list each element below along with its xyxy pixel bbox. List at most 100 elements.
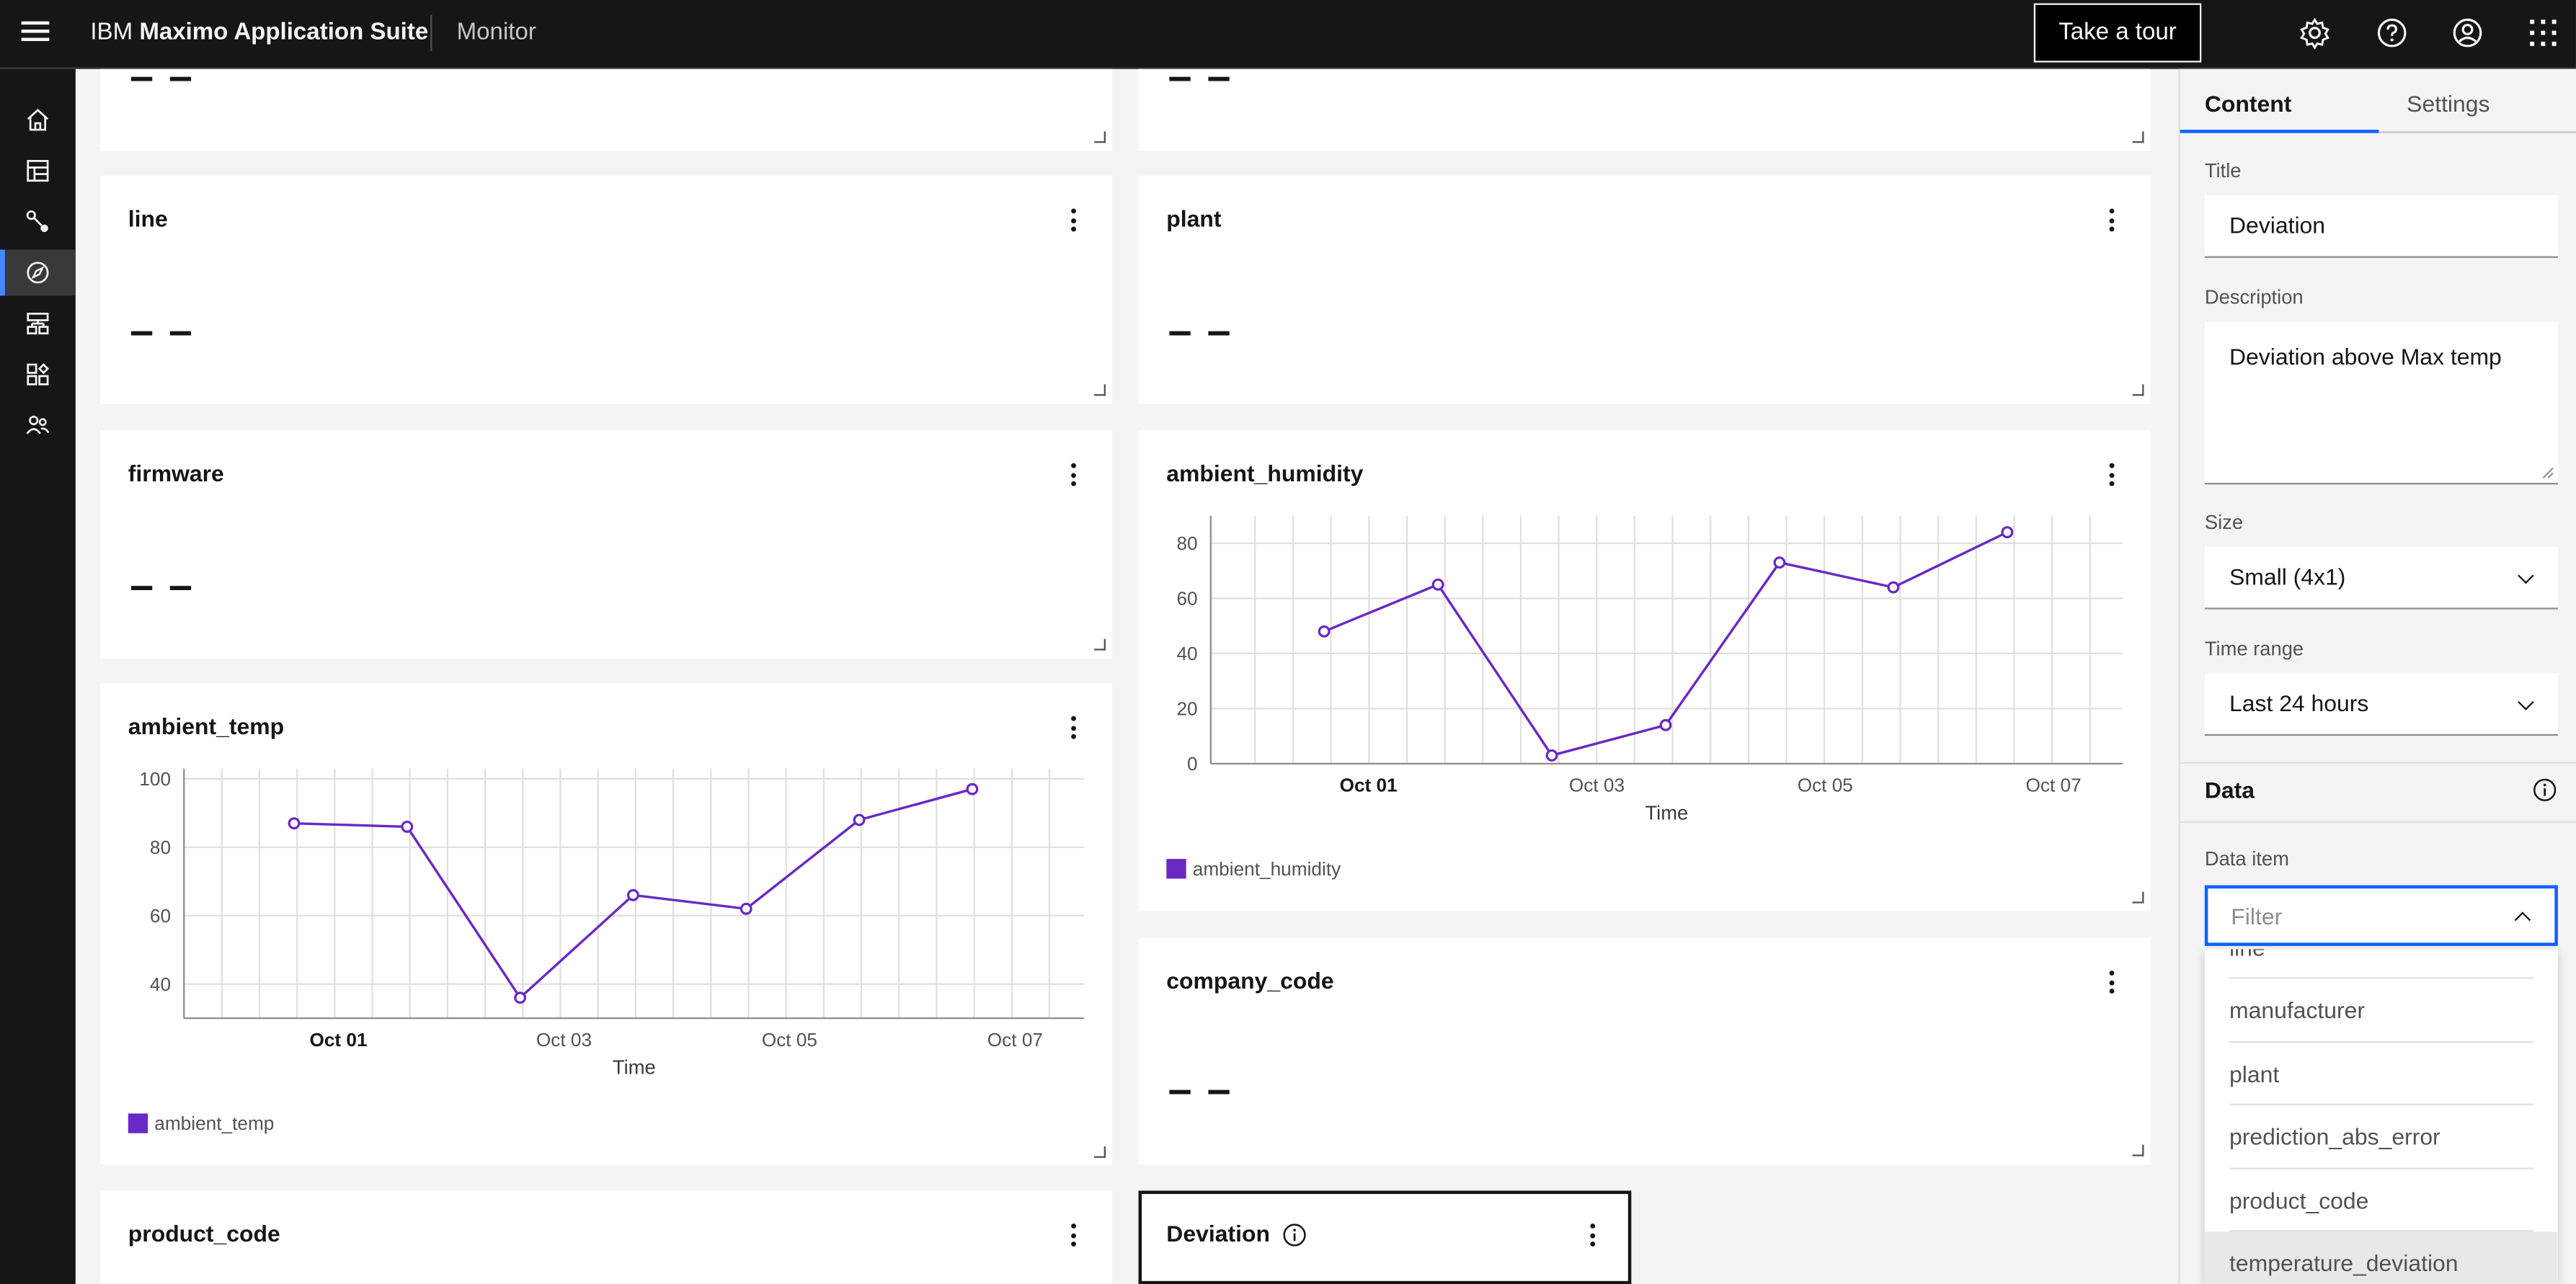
description-textarea[interactable]: Deviation above Max temp [2204,321,2558,485]
resize-handle[interactable] [1094,638,1106,651]
data-item-dropdown-list: line manufacturer plant prediction_abs_e… [2204,949,2558,1284]
card-value: – – [130,305,195,355]
time-range-dropdown[interactable]: Last 24 hours [2204,673,2558,736]
time-range-value: Last 24 hours [2229,690,2369,716]
overflow-menu-icon[interactable] [2098,460,2124,489]
x-axis-title: Time [1645,801,1688,824]
data-point [740,902,752,915]
home-icon[interactable] [0,97,76,143]
tab-settings[interactable]: Settings [2407,90,2490,117]
card-title: firmware [128,460,224,486]
panel-tabs: Content Settings [2180,69,2576,133]
devices-icon[interactable] [0,352,76,398]
card-value: – – [1168,50,1233,101]
data-section-title: Data [2204,777,2255,803]
resize-handle[interactable] [1094,131,1106,143]
card-ambient-humidity[interactable]: ambient_humidity 0 20 40 60 80 Oct 01 Oct 03 Oc… [1138,430,2151,912]
x-tick-label: Oct 05 [762,1029,817,1051]
brand-title[interactable]: IBM Maximo Application Suite [90,18,428,48]
dropdown-option-line[interactable]: line [2205,949,2558,978]
card-ambient-temp[interactable]: ambient_temp 40 60 80 100 Oct 01 Oct 03 Oct 05… [100,683,1113,1165]
card-top-right[interactable]: – – [1138,54,2151,151]
resize-handle[interactable] [1094,1146,1106,1158]
info-icon[interactable] [2531,777,2557,803]
card-company-code[interactable]: company_code – – [1138,937,2151,1165]
data-point [1318,625,1331,638]
product-name: Monitor [456,19,536,46]
overflow-menu-icon[interactable] [1060,1221,1085,1250]
card-value: – – [1168,305,1233,355]
connections-icon[interactable] [0,199,76,245]
overflow-menu-icon[interactable] [2098,968,2124,997]
dropdown-option-temperature-deviation[interactable]: temperature_deviation [2204,1231,2558,1284]
dropdown-option-prediction-abs-error[interactable]: prediction_abs_error [2205,1105,2558,1169]
title-input[interactable]: Deviation [2204,195,2558,258]
resize-handle[interactable] [2132,131,2144,143]
filter-placeholder: Filter [2231,902,2283,929]
description-label: Description [2204,285,2304,309]
data-point [1659,718,1672,731]
card-title: ambient_temp [128,713,285,739]
y-tick-label: 20 [1176,698,1197,720]
overflow-menu-icon[interactable] [1060,713,1085,742]
take-a-tour-button[interactable]: Take a tour [2033,3,2202,63]
overflow-menu-icon[interactable] [1060,205,1085,235]
overflow-menu-icon[interactable] [1578,1221,1604,1250]
chevron-up-icon[interactable] [2514,911,2531,927]
data-point [1887,581,1900,594]
data-point [1773,556,1786,569]
section-divider [2180,821,2576,823]
x-tick-label: Oct 03 [536,1029,592,1051]
data-point [401,820,414,833]
card-title: product_code [128,1220,280,1247]
data-point [514,991,527,1004]
resize-handle[interactable] [1094,384,1106,396]
user-avatar-icon[interactable] [2449,15,2485,51]
dropdown-option-plant[interactable]: plant [2205,1042,2558,1105]
card-top-left[interactable]: – – [100,54,1113,151]
help-icon[interactable] [2374,15,2410,51]
setup-icon[interactable] [0,300,76,347]
card-title: line [128,205,168,232]
settings-icon[interactable] [2296,15,2332,51]
resize-handle[interactable] [2132,1144,2144,1156]
card-title: company_code [1166,967,1334,994]
resize-handle[interactable] [2132,891,2144,904]
size-dropdown[interactable]: Small (4x1) [2204,547,2558,610]
monitor-icon[interactable] [0,249,76,296]
y-tick-label: 40 [150,973,171,995]
overflow-menu-icon[interactable] [1060,460,1085,489]
x-axis-title: Time [613,1056,656,1079]
card-plant[interactable]: plant – – [1138,175,2151,404]
title-input-value: Deviation [2229,212,2326,238]
overflow-menu-icon[interactable] [2098,205,2124,235]
legend-label[interactable]: ambient_humidity [1192,860,1341,880]
tab-active-indicator [2180,130,2379,133]
x-tick-label: Oct 07 [987,1029,1043,1051]
card-line[interactable]: line – – [100,175,1113,404]
card-deviation[interactable]: Deviation [1138,1190,1632,1284]
card-value: – – [130,50,195,101]
card-firmware[interactable]: firmware – – [100,430,1113,659]
legend-swatch [1166,859,1186,879]
info-icon[interactable] [1282,1222,1307,1248]
tab-content[interactable]: Content [2204,90,2292,117]
x-tick-label: Oct 05 [1798,775,1853,796]
section-divider [2180,762,2576,764]
textarea-resize-icon[interactable] [2541,466,2554,479]
description-value: Deviation above Max temp [2229,343,2502,370]
legend-label[interactable]: ambient_temp [154,1115,275,1135]
x-tick-label: Oct 01 [1340,775,1398,796]
dropdown-option-manufacturer[interactable]: manufacturer [2205,978,2558,1042]
time-range-label: Time range [2204,637,2304,661]
resize-handle[interactable] [2132,384,2144,396]
y-tick-label: 80 [1176,532,1197,554]
dashboard-icon[interactable] [0,148,76,194]
data-item-filter-input[interactable]: Filter [2204,885,2558,946]
app-switcher-icon[interactable] [2525,15,2561,51]
menu-icon[interactable] [21,19,50,43]
users-icon[interactable] [0,402,76,448]
card-product-code[interactable]: product_code [100,1190,1113,1284]
dropdown-option-product-code[interactable]: product_code [2205,1169,2558,1232]
y-tick-label: 100 [139,768,171,790]
